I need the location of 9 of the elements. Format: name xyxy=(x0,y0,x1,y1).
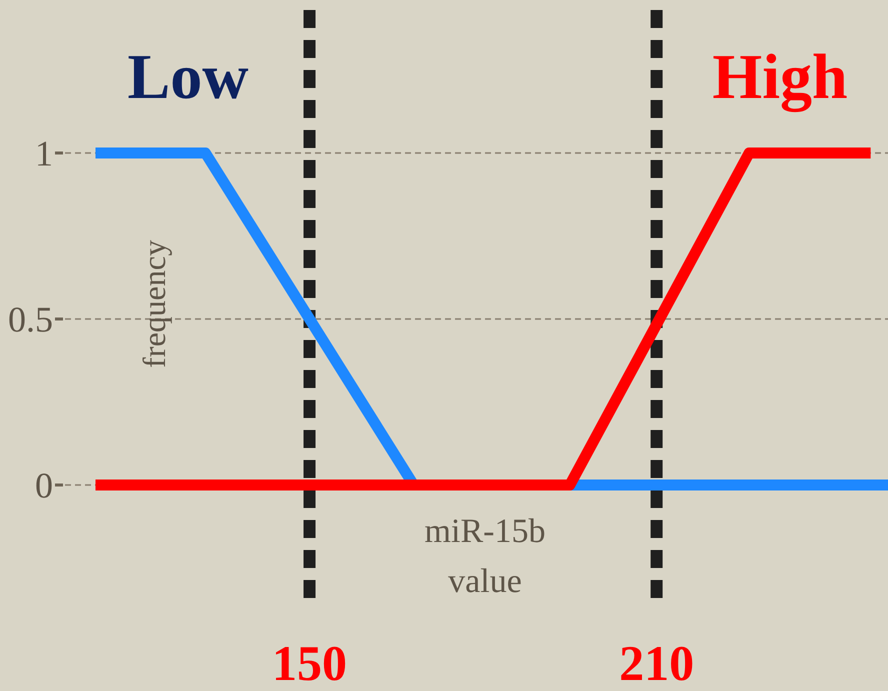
ref-line-label: 150 xyxy=(272,635,348,691)
y-tick-label: 0 xyxy=(35,466,53,506)
y-tick-label: 1 xyxy=(35,134,53,174)
text: Low xyxy=(128,41,248,112)
y-axis-title: frequency xyxy=(136,240,172,368)
text: High xyxy=(712,41,848,113)
x-axis-title: miR-15b value xyxy=(424,513,546,600)
ref-line-label: 210 xyxy=(619,635,694,691)
y-tick-label: 0.5 xyxy=(8,300,53,340)
